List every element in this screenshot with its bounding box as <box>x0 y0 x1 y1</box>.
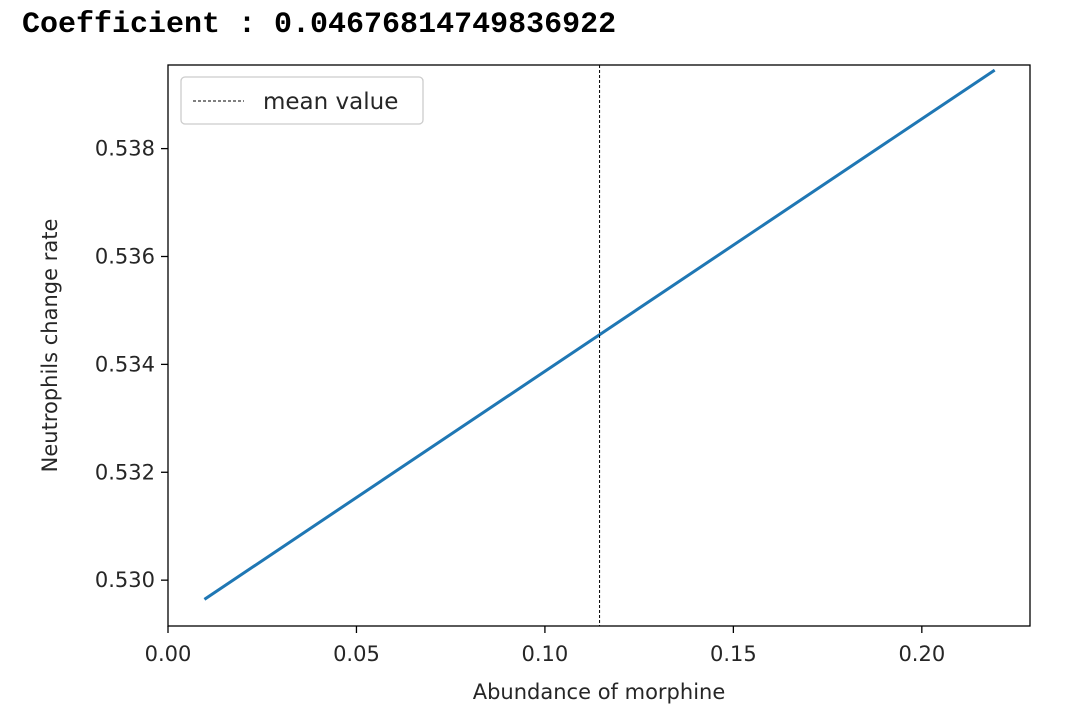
y-tick-label: 0.530 <box>95 568 155 592</box>
y-tick-label: 0.534 <box>95 352 155 376</box>
legend-box <box>180 76 424 125</box>
legend-label: mean value <box>263 89 398 115</box>
axes-frame <box>167 64 1031 627</box>
y-tick-label: 0.532 <box>95 460 155 484</box>
x-tick-label: 0.20 <box>898 642 945 666</box>
y-axis-label: Neutrophils change rate <box>38 219 62 473</box>
coefficient-output: Coefficient : 0.04676814749836922 <box>22 8 617 42</box>
x-tick-label: 0.05 <box>333 642 380 666</box>
y-tick-label: 0.538 <box>95 137 155 161</box>
x-axis-label: Abundance of morphine <box>473 680 726 704</box>
x-tick-label: 0.15 <box>710 642 757 666</box>
plot-area: 0.00 0.05 0.10 0.15 0.20 0.530 0.532 0.534 0.536… <box>38 64 1031 704</box>
x-tick-label: 0.00 <box>145 642 192 666</box>
x-tick-label: 0.10 <box>522 642 569 666</box>
series-line-0 <box>203 68 996 601</box>
y-tick-label: 0.536 <box>95 244 155 268</box>
